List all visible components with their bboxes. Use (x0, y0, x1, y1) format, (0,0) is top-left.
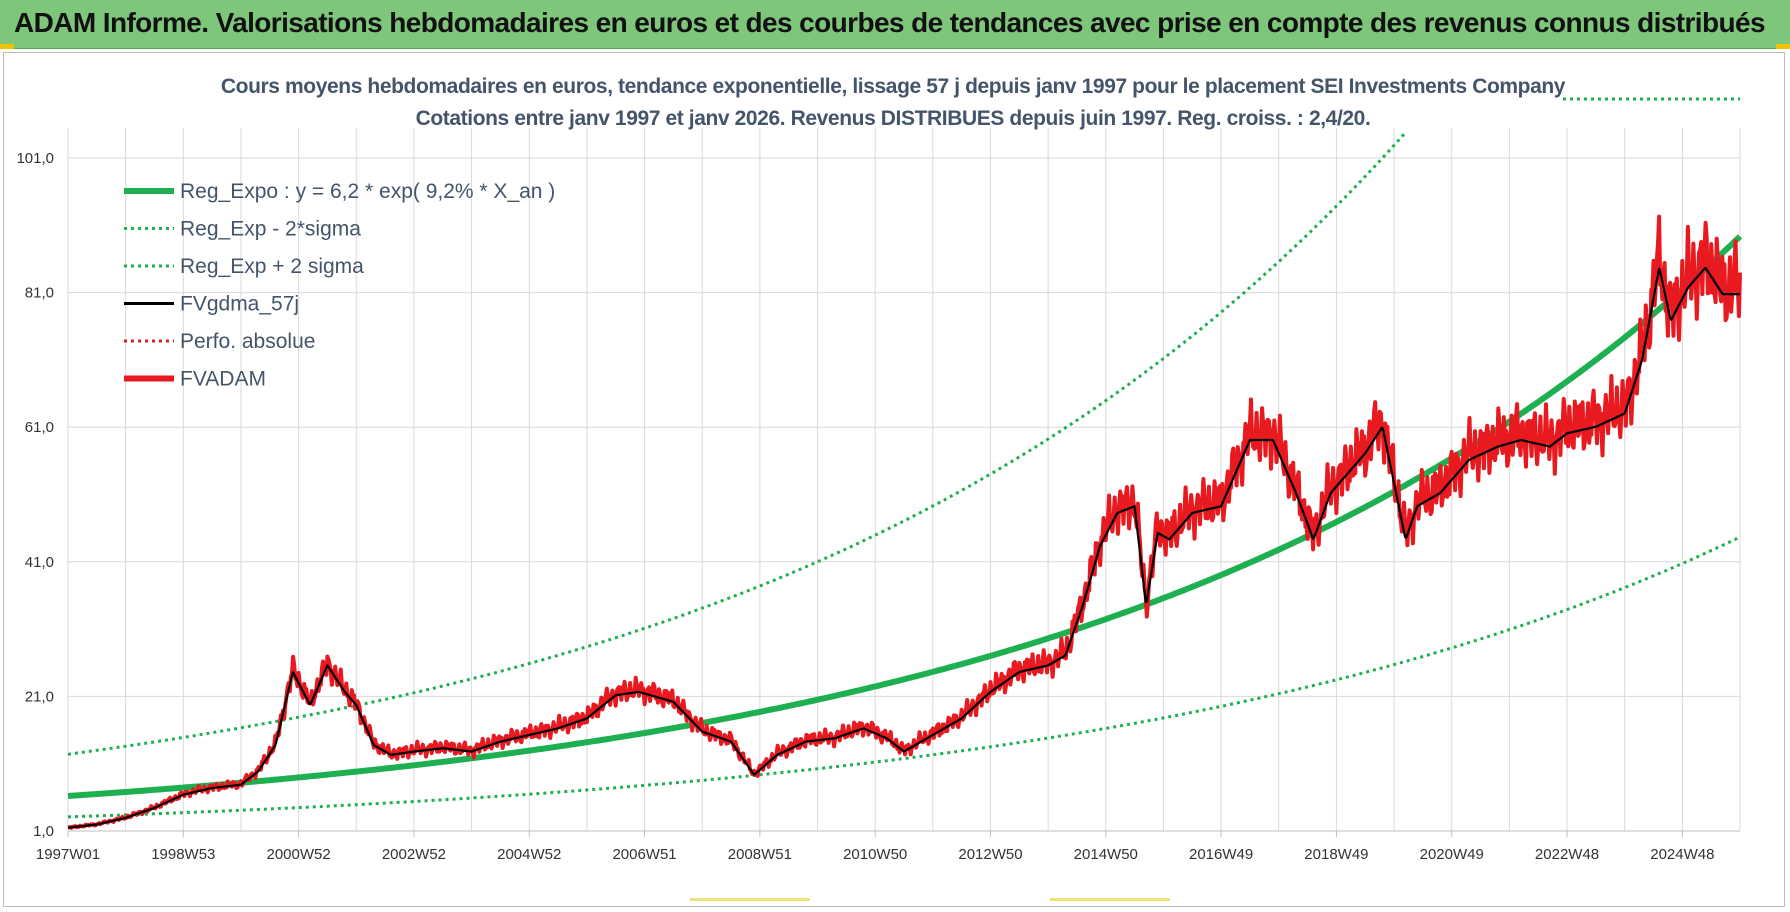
y-tick-label: 81,0 (25, 285, 54, 302)
legend-label: FVgdma_57j (180, 293, 299, 316)
report-title: ADAM Informe. Valorisations hebdomadaire… (14, 7, 1766, 38)
corner-marker-left (0, 44, 14, 49)
chart-axes: 101,0 81,0 61,0 41,0 21,0 1,0 1997W01 1998W53 20… (16, 150, 1740, 863)
reg-exp-plus-2sigma-curve (67, 131, 1407, 756)
x-tick-label: 1997W01 (36, 846, 100, 863)
x-tick-label: 2022W48 (1535, 846, 1599, 863)
chart-frame (3, 52, 1785, 907)
fvgdma-57j-curve (67, 266, 1740, 829)
x-tick-label: 2016W49 (1189, 846, 1253, 863)
x-tick-label: 1998W53 (151, 846, 215, 863)
x-tick-label: 2020W49 (1420, 846, 1484, 863)
legend-label: Reg_Exp + 2 sigma (180, 255, 364, 278)
fvadam-curve (67, 214, 1742, 830)
report-banner: ADAM Informe. Valorisations hebdomadaire… (0, 0, 1790, 49)
legend-label: Reg_Expo : y = 6,2 * exp( 9,2% * X_an ) (180, 180, 555, 203)
x-tick-label: 2008W51 (728, 846, 792, 863)
chart-grid (67, 128, 1741, 832)
chart-legend: Reg_Expo : y = 6,2 * exp( 9,2% * X_an ) R… (124, 180, 555, 391)
y-tick-label: 41,0 (25, 554, 54, 571)
x-tick-label: 2012W50 (958, 846, 1022, 863)
x-tick-label: 2014W50 (1074, 846, 1138, 863)
reg-exp-minus-2sigma-curve (67, 535, 1741, 819)
chart-curves (67, 131, 1743, 830)
x-tick-label: 2018W49 (1304, 846, 1368, 863)
y-tick-label: 101,0 (16, 150, 54, 167)
y-tick-label: 21,0 (25, 688, 54, 705)
x-tick-label: 2010W50 (843, 846, 907, 863)
chart-subtitle-1: Cours moyens hebdomadaires en euros, ten… (221, 75, 1566, 98)
bottom-marker-1 (690, 898, 810, 901)
y-tick-label: 1,0 (33, 823, 54, 840)
x-tick-label: 2002W52 (382, 846, 446, 863)
legend-label: FVADAM (180, 368, 266, 391)
legend-label: Reg_Exp - 2*sigma (180, 218, 361, 241)
x-tick-label: 2006W51 (612, 846, 676, 863)
bottom-marker-2 (1050, 898, 1170, 901)
y-tick-label: 61,0 (25, 419, 54, 436)
x-tick-label: 2004W52 (497, 846, 561, 863)
x-tick-label: 2000W52 (267, 846, 331, 863)
corner-marker-right (1776, 44, 1790, 49)
x-tick-label: 2024W48 (1650, 846, 1714, 863)
chart-subtitle-2: Cotations entre janv 1997 et janv 2026. … (416, 107, 1371, 130)
legend-label: Perfo. absolue (180, 330, 315, 353)
